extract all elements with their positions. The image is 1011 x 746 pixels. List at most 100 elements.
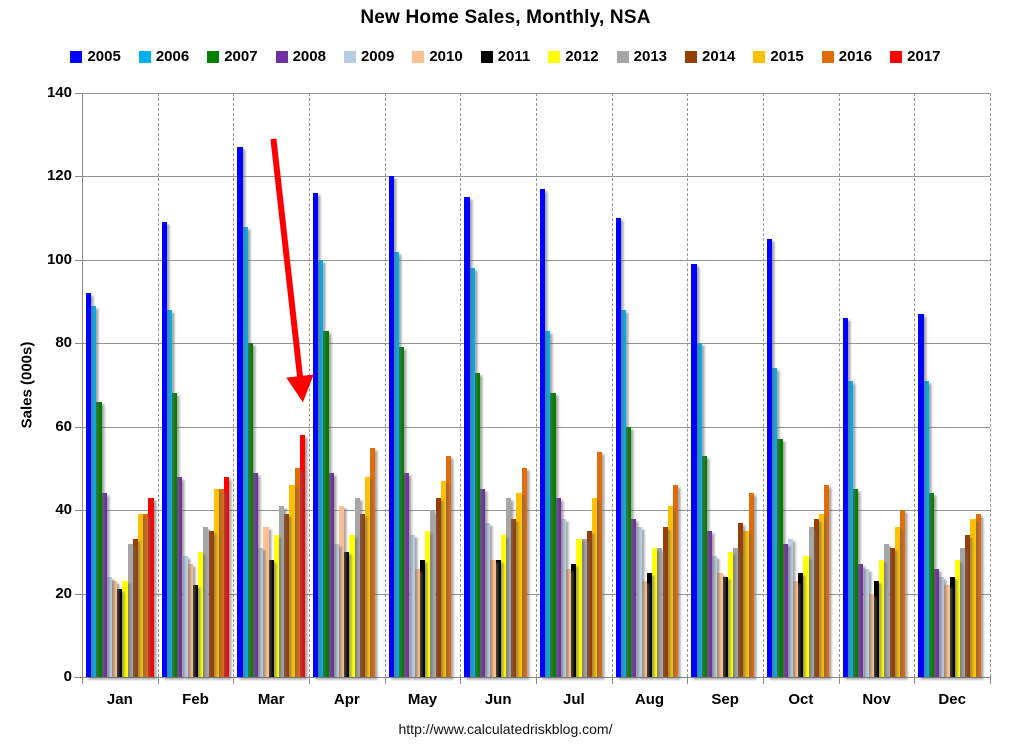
legend-label-2005: 2005: [87, 48, 121, 65]
x-tick: [460, 678, 462, 684]
y-tick-140: [75, 93, 82, 94]
bar-2010-nov: [868, 593, 874, 677]
y-label-80: 80: [55, 334, 72, 352]
bar-2012-jul: [576, 539, 582, 677]
legend-item-2012: 2012: [548, 48, 599, 65]
legend-swatch-2007: [207, 50, 220, 63]
legend-swatch-2014: [685, 50, 698, 63]
x-label-nov: Nov: [862, 691, 891, 708]
bar-2008-apr: [328, 472, 334, 677]
bar-2007-nov: [853, 489, 859, 677]
bar-2005-oct: [767, 239, 773, 677]
bar-2014-feb: [208, 531, 214, 677]
bar-2015-apr: [365, 476, 371, 677]
bar-2009-jan: [106, 576, 113, 677]
legend-swatch-2012: [548, 50, 561, 63]
bar-2012-aug: [652, 547, 658, 677]
bar-2009-dec: [939, 576, 945, 677]
bar-2016-jan: [143, 514, 149, 677]
bar-2012-jan: [122, 581, 128, 677]
bar-2014-mar: [284, 514, 290, 677]
legend-swatch-2016: [821, 50, 834, 63]
x-tick: [384, 678, 386, 684]
legend-label-2013: 2013: [633, 48, 668, 65]
bar-2006-nov: [847, 380, 854, 677]
legend-item-2010: 2010: [412, 48, 463, 65]
month-separator: [990, 93, 991, 677]
bar-2010-aug: [641, 581, 647, 677]
x-label-dec: Dec: [938, 691, 966, 708]
legend-item-2017: 2017: [890, 48, 941, 65]
legend-item-2016: 2016: [821, 48, 873, 65]
legend-label-2010: 2010: [429, 48, 463, 65]
bar-2016-aug: [672, 485, 679, 677]
x-tick: [309, 678, 310, 684]
bar-2013-jul: [581, 539, 587, 677]
bar-2011-sep: [722, 576, 728, 677]
x-tick: [990, 678, 991, 684]
bar-2016-sep: [748, 493, 754, 677]
y-label-40: 40: [55, 500, 72, 518]
bar-2011-nov: [873, 581, 880, 677]
bar-2007-feb: [172, 393, 178, 677]
bar-2012-apr: [349, 535, 355, 677]
bar-2007-oct: [777, 439, 783, 677]
y-label-140: 140: [46, 83, 72, 101]
bar-2015-sep: [743, 531, 749, 677]
month-separator: [157, 93, 159, 677]
bar-2011-feb: [192, 585, 199, 677]
bar-2006-jan: [91, 305, 97, 677]
bar-2008-jan: [101, 493, 107, 677]
bar-2010-feb: [187, 564, 193, 677]
legend-item-2005: 2005: [70, 48, 121, 65]
bar-2016-apr: [370, 447, 376, 677]
bar-2009-nov: [863, 568, 869, 677]
bar-2005-jun: [464, 197, 470, 677]
bar-2016-jul: [597, 451, 603, 677]
bar-2006-may: [393, 251, 400, 677]
bar-2011-jun: [495, 560, 501, 677]
y-axis-title: Sales (000s): [18, 341, 36, 429]
bar-2007-dec: [928, 493, 934, 677]
bar-2008-dec: [933, 568, 940, 677]
bar-2006-dec: [923, 380, 929, 677]
legend-label-2016: 2016: [838, 48, 873, 65]
legend: 2005 2006 2007 2008 2009 2010 2011 2012 2013 2014…: [0, 48, 1011, 65]
month-separator: [309, 93, 310, 677]
bar-2012-feb: [198, 551, 204, 677]
bar-2009-may: [409, 535, 415, 677]
y-label-20: 20: [55, 584, 72, 602]
bar-2009-apr: [333, 543, 340, 677]
bar-2013-may: [430, 510, 436, 677]
legend-label-2006: 2006: [155, 48, 190, 65]
bar-2008-may: [404, 472, 410, 677]
x-tick: [233, 678, 235, 684]
legend-item-2015: 2015: [753, 48, 804, 65]
x-tick: [687, 678, 689, 684]
x-label-apr: Apr: [333, 691, 360, 708]
bar-2008-jul: [555, 497, 561, 677]
bar-2014-jan: [132, 539, 139, 677]
bar-2015-jun: [516, 493, 522, 677]
bar-2009-jun: [485, 522, 491, 677]
legend-swatch-2013: [616, 50, 629, 63]
bar-2012-nov: [879, 560, 885, 677]
bar-2013-nov: [884, 543, 890, 677]
bar-2015-jan: [138, 514, 144, 677]
bar-2010-apr: [339, 505, 345, 677]
bar-2011-aug: [646, 572, 653, 677]
bar-2009-jul: [560, 518, 567, 677]
bar-2013-feb: [203, 526, 209, 677]
bar-2010-mar: [263, 526, 269, 677]
bar-2008-sep: [706, 531, 713, 677]
bar-2010-oct: [793, 581, 799, 677]
bar-2011-jul: [571, 564, 577, 677]
bar-2015-aug: [667, 505, 673, 677]
month-separator: [611, 93, 613, 677]
month-separator: [460, 93, 462, 677]
x-label-mar: Mar: [257, 691, 285, 708]
bar-2007-may: [399, 347, 405, 677]
legend-label-2012: 2012: [565, 48, 599, 65]
y-tick-40: [75, 510, 82, 512]
